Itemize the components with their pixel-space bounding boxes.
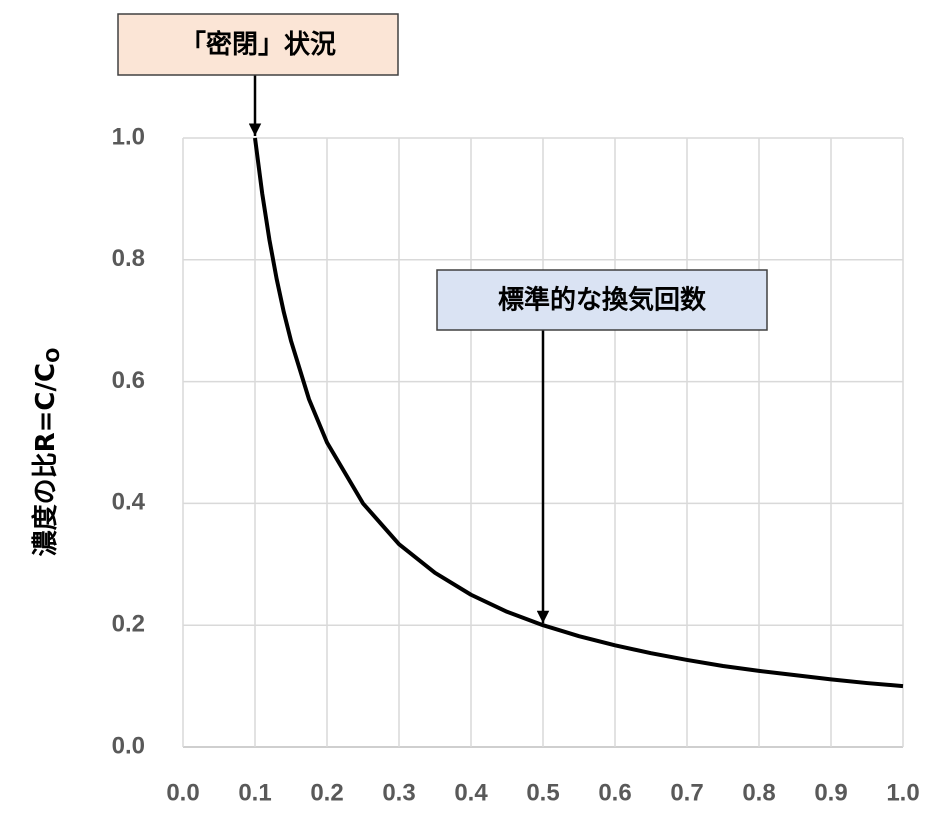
x-tick-label: 0.4 (454, 779, 488, 806)
annotation-box (117, 13, 399, 76)
x-tick-label: 0.5 (526, 779, 559, 806)
y-tick-label: 0.0 (112, 732, 145, 759)
x-tick-label: 0.9 (814, 779, 847, 806)
line (253, 137, 904, 689)
x-tick-label: 0.1 (238, 779, 271, 806)
annotation-text: 「密閉」状況 (180, 29, 336, 60)
x-tick-label: 0.7 (670, 779, 703, 806)
y-axis-label-text: 濃度の比R=C/C (30, 363, 61, 556)
x-tick-label: 0.3 (382, 779, 415, 806)
x-tick-label: 0.6 (598, 779, 631, 806)
y-tick-label: 0.8 (112, 245, 145, 272)
y-tick-label: 0.2 (112, 611, 145, 638)
x-tick-label: 0.8 (742, 779, 775, 806)
y-tick-label: 0.4 (112, 489, 146, 516)
y-axis-label: 濃度の比R=C/CO (30, 348, 65, 557)
x-tick-label: 1.0 (886, 779, 919, 806)
y-tick-label: 0.6 (112, 367, 145, 394)
y-axis-label-subscript: O (43, 348, 64, 363)
x-tick-label: 0.2 (310, 779, 343, 806)
annotation-text: 標準的な換気回数 (498, 285, 707, 316)
annotation-box (436, 269, 768, 331)
y-tick-label: 1.0 (112, 123, 145, 150)
x-tick-label: 0.0 (166, 779, 199, 806)
